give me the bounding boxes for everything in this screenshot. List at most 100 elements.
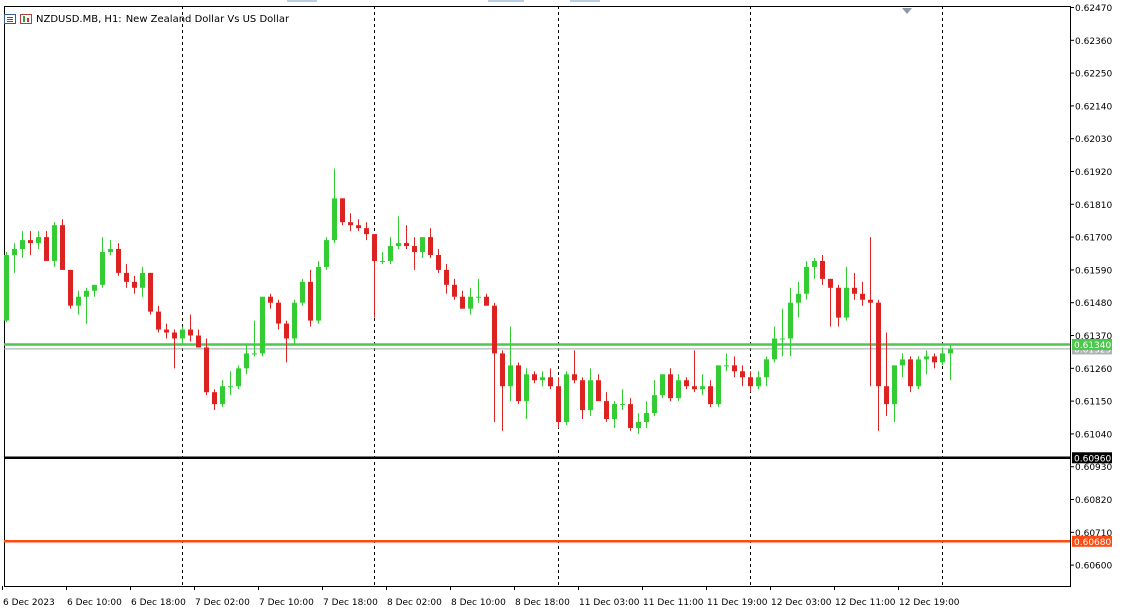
candle-body xyxy=(556,386,561,422)
price-tick-label: 0.61260 xyxy=(1075,365,1112,375)
candle-body xyxy=(796,293,801,303)
candle-body xyxy=(812,260,817,267)
price-tick-label: 0.60930 xyxy=(1075,463,1112,473)
candle-body xyxy=(204,347,209,393)
candle-body xyxy=(548,377,553,387)
candle-body xyxy=(164,329,169,333)
candle-body xyxy=(84,290,89,297)
candle-body xyxy=(20,240,25,250)
candle-body xyxy=(860,293,865,300)
candle-body xyxy=(212,392,217,405)
time-tick-label: 8 Dec 18:00 xyxy=(515,598,570,608)
candle-body xyxy=(172,332,177,339)
candle-body xyxy=(572,374,577,381)
candle-body xyxy=(156,311,161,330)
price-axis: 0.62470 0.62360 0.62250 0.62140 0.62030 0.619… xyxy=(1070,4,1112,572)
candle-body xyxy=(948,348,953,354)
candle-body xyxy=(68,269,73,306)
candle-body xyxy=(316,266,321,321)
chart-grid xyxy=(4,6,1071,587)
candle-body xyxy=(932,356,937,363)
candle-body xyxy=(668,374,673,399)
candle-body xyxy=(756,377,761,387)
chart-shift-icon[interactable] xyxy=(902,8,912,14)
candle-body xyxy=(124,272,129,282)
candle-body xyxy=(580,380,585,411)
candle-body xyxy=(396,243,401,247)
candle-body xyxy=(716,365,721,405)
candle-body xyxy=(484,296,489,306)
candle-body xyxy=(252,353,257,355)
candle-body xyxy=(460,296,465,309)
candle-body xyxy=(708,386,713,405)
time-tick-label: 7 Dec 02:00 xyxy=(195,598,250,608)
horizontal-lines xyxy=(4,343,1070,543)
candle-body xyxy=(740,371,745,378)
price-tick-label: 0.60600 xyxy=(1075,562,1112,572)
candle-body xyxy=(332,198,337,241)
price-tick-label: 0.62360 xyxy=(1075,37,1112,47)
candle-body xyxy=(260,296,265,354)
candle-body xyxy=(372,234,377,261)
black-line-price-tag: 0.60960 xyxy=(1074,454,1111,464)
price-tick-label: 0.61810 xyxy=(1075,201,1112,211)
toolbar-edge-mark xyxy=(488,0,524,2)
orange-line-price-tag: 0.60680 xyxy=(1074,538,1111,548)
candle-body xyxy=(892,365,897,405)
candle-body xyxy=(100,252,105,285)
time-tick-label: 11 Dec 11:00 xyxy=(643,598,704,608)
candle-body xyxy=(540,377,545,381)
price-tick-label: 0.62250 xyxy=(1075,70,1112,80)
price-tick-label: 0.62470 xyxy=(1075,4,1112,14)
candle-body xyxy=(908,359,913,387)
candle-body xyxy=(468,296,473,309)
candle-body xyxy=(324,240,329,267)
candle-body xyxy=(436,254,441,270)
black-line-price-tag-bg xyxy=(1072,452,1112,464)
candle-body xyxy=(476,296,481,298)
candle-body xyxy=(644,413,649,422)
time-tick-label: 6 Dec 10:00 xyxy=(67,598,122,608)
candle-body xyxy=(340,198,345,223)
time-tick-label: 6 Dec 18:00 xyxy=(131,598,186,608)
candle-body xyxy=(452,284,457,297)
candle-body xyxy=(700,386,705,390)
candle-body xyxy=(780,338,785,340)
price-tick-label: 0.61370 xyxy=(1075,332,1112,342)
candle-body xyxy=(196,335,201,348)
candle-body xyxy=(868,299,873,303)
orange-line-price-tag-bg xyxy=(1072,535,1112,547)
time-tick-label: 7 Dec 18:00 xyxy=(323,598,378,608)
candle-body xyxy=(748,377,753,387)
price-tick-label: 0.61700 xyxy=(1075,234,1112,244)
candle-body xyxy=(924,356,929,360)
candle-body xyxy=(420,237,425,253)
chart-type-icon[interactable] xyxy=(20,14,32,24)
candle-body xyxy=(684,380,689,387)
candle-body xyxy=(852,287,857,294)
candle-body xyxy=(364,228,369,235)
candle-body xyxy=(220,386,225,405)
toolbar-edge-mark xyxy=(287,0,317,2)
green-line-price-tag: 0.61340 xyxy=(1074,341,1111,351)
candle-body xyxy=(724,365,729,367)
candle-body xyxy=(612,404,617,420)
price-tick-label: 0.62140 xyxy=(1075,102,1112,112)
candle-body xyxy=(532,374,537,381)
candle-body xyxy=(636,421,641,428)
price-tick-label: 0.61920 xyxy=(1075,168,1112,178)
candle-body xyxy=(940,353,945,363)
price-tick-label: 0.61150 xyxy=(1075,398,1112,408)
candle-body xyxy=(900,359,905,366)
price-tick-label: 0.61040 xyxy=(1075,430,1112,440)
indicator-list-icon[interactable] xyxy=(4,14,16,24)
candle-body xyxy=(564,374,569,422)
candle-body xyxy=(524,374,529,402)
price-tick-label: 0.61480 xyxy=(1075,299,1112,309)
green-line-price-tag-bg xyxy=(1072,338,1112,350)
candle-body xyxy=(284,323,289,339)
candle-body xyxy=(628,404,633,428)
candle-body xyxy=(180,329,185,339)
candle-body xyxy=(140,272,145,288)
